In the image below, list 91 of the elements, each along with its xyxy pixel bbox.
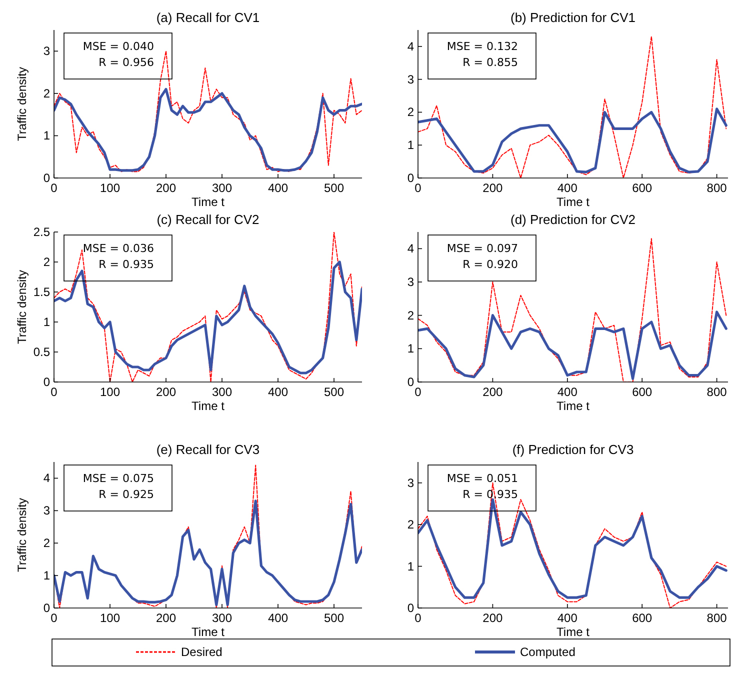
x-tick-label: 500 bbox=[324, 611, 344, 625]
line-series bbox=[418, 108, 728, 174]
x-tick-label: 200 bbox=[156, 385, 176, 399]
x-axis-title: Time t bbox=[192, 399, 226, 413]
x-tick-label: 600 bbox=[632, 385, 652, 399]
y-tick-label: 1 bbox=[43, 128, 50, 143]
line-series bbox=[54, 260, 362, 374]
annotation: R = 0.925 bbox=[98, 488, 154, 501]
y-tick-label: 1.5 bbox=[33, 285, 50, 299]
chart-title: (d) Prediction for CV2 bbox=[510, 212, 636, 227]
x-tick-label: 800 bbox=[706, 611, 728, 625]
x-tick-label: 300 bbox=[212, 181, 232, 195]
y-tick-label: 2 bbox=[43, 86, 50, 100]
annotation: MSE = 0.051 bbox=[446, 472, 518, 485]
y-tick-label: 1 bbox=[407, 559, 414, 574]
y-tick-label: 2 bbox=[407, 308, 414, 322]
chart-title: (b) Prediction for CV1 bbox=[510, 10, 636, 25]
y-tick-label: 0 bbox=[43, 375, 50, 389]
y-tick-label: 3 bbox=[43, 504, 50, 518]
annotation: R = 0.855 bbox=[462, 56, 518, 69]
x-axis-title: Time t bbox=[192, 195, 226, 209]
x-axis-title: Time t bbox=[192, 625, 226, 639]
y-axis-title: Traffic density bbox=[15, 66, 29, 142]
y-tick-label: 1 bbox=[407, 138, 414, 152]
annotation: R = 0.956 bbox=[98, 56, 154, 69]
legend-label: Desired bbox=[181, 645, 222, 659]
legend-label: Computed bbox=[520, 645, 576, 659]
x-tick-label: 200 bbox=[156, 611, 176, 625]
x-axis-title: Time t bbox=[556, 195, 590, 209]
y-tick-label: 1 bbox=[43, 315, 50, 329]
x-tick-label: 400 bbox=[557, 181, 578, 195]
y-tick-label: 4 bbox=[407, 242, 414, 256]
y-tick-label: 0 bbox=[43, 601, 50, 615]
annotation: MSE = 0.036 bbox=[82, 242, 154, 255]
x-tick-label: 200 bbox=[156, 181, 176, 195]
annotation: MSE = 0.040 bbox=[82, 40, 154, 53]
x-tick-label: 100 bbox=[100, 181, 120, 195]
x-tick-label: 500 bbox=[324, 385, 344, 399]
x-tick-label: 800 bbox=[706, 385, 728, 399]
x-tick-label: 300 bbox=[212, 611, 232, 625]
x-tick-label: 400 bbox=[268, 611, 288, 625]
y-tick-label: 2 bbox=[407, 518, 414, 532]
annotation: R = 0.935 bbox=[98, 258, 154, 271]
y-tick-label: 0 bbox=[407, 601, 414, 615]
y-tick-label: 2 bbox=[407, 105, 414, 120]
annotation: MSE = 0.075 bbox=[82, 472, 154, 485]
annotation: MSE = 0.132 bbox=[446, 40, 518, 53]
y-axis-title: Traffic density bbox=[15, 498, 29, 572]
x-tick-label: 100 bbox=[100, 385, 120, 399]
annotation: R = 0.920 bbox=[462, 258, 518, 271]
chart-title: (a) Recall for CV1 bbox=[156, 10, 260, 25]
line-series bbox=[54, 88, 362, 172]
y-axis-title: Traffic density bbox=[15, 270, 29, 344]
line-series bbox=[418, 498, 728, 599]
x-tick-label: 500 bbox=[324, 181, 344, 195]
y-tick-label: 0 bbox=[407, 375, 414, 389]
x-tick-label: 200 bbox=[482, 385, 504, 399]
x-tick-label: 600 bbox=[632, 611, 652, 625]
y-tick-label: 0.5 bbox=[33, 345, 50, 359]
y-tick-label: 3 bbox=[407, 72, 414, 86]
y-tick-label: 3 bbox=[407, 275, 414, 289]
x-tick-label: 200 bbox=[482, 611, 504, 625]
x-tick-label: 100 bbox=[100, 611, 120, 625]
y-tick-label: 2.5 bbox=[33, 225, 50, 239]
x-tick-label: 400 bbox=[557, 385, 578, 399]
y-tick-label: 4 bbox=[407, 39, 414, 54]
x-tick-label: 800 bbox=[706, 181, 728, 195]
x-tick-label: 200 bbox=[482, 181, 504, 195]
y-tick-label: 2 bbox=[43, 536, 50, 550]
x-tick-label: 400 bbox=[557, 611, 578, 625]
x-tick-label: 400 bbox=[268, 385, 288, 399]
line-series bbox=[54, 50, 362, 172]
x-tick-label: 400 bbox=[268, 181, 288, 195]
y-tick-label: 3 bbox=[43, 44, 50, 58]
y-tick-label: 1 bbox=[407, 342, 414, 356]
x-tick-label: 600 bbox=[632, 181, 652, 195]
x-axis-title: Time t bbox=[556, 399, 590, 413]
line-series bbox=[418, 310, 728, 380]
x-tick-label: 300 bbox=[212, 385, 232, 399]
x-axis-title: Time t bbox=[556, 625, 590, 639]
y-tick-label: 2 bbox=[43, 255, 50, 269]
chart-title: (c) Recall for CV2 bbox=[156, 212, 260, 227]
y-tick-label: 1 bbox=[43, 568, 50, 583]
y-tick-label: 3 bbox=[407, 476, 414, 490]
y-tick-label: 4 bbox=[43, 471, 50, 486]
chart-title: (e) Recall for CV3 bbox=[156, 442, 260, 457]
chart-title: (f) Prediction for CV3 bbox=[512, 442, 634, 457]
y-tick-label: 0 bbox=[43, 171, 50, 185]
y-tick-label: 0 bbox=[407, 171, 414, 185]
line-series bbox=[54, 232, 362, 382]
annotation: MSE = 0.097 bbox=[446, 242, 518, 255]
